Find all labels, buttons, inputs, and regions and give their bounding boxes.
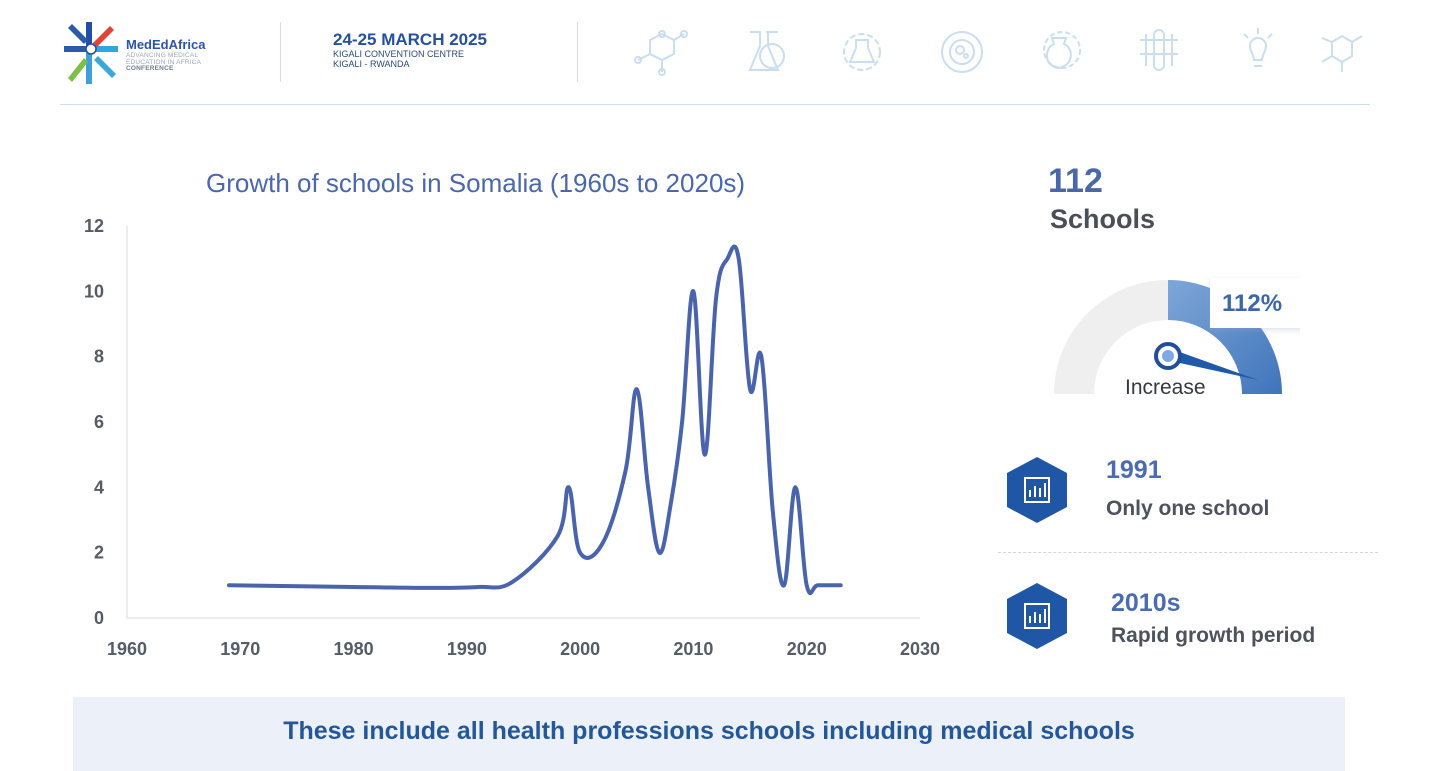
info-1-text: Only one school xyxy=(1106,497,1270,520)
y-tick-label: 6 xyxy=(94,412,104,432)
info-2-text: Rapid growth period xyxy=(1111,624,1316,647)
beaker-gear-icon xyxy=(1043,31,1081,70)
test-tubes-icon xyxy=(1140,29,1178,71)
gauge-caption: Increase xyxy=(1125,376,1206,399)
gauge-needle xyxy=(1166,350,1258,380)
info-1-badge xyxy=(1007,457,1067,523)
x-tick-label: 1960 xyxy=(107,639,147,659)
cell-icon xyxy=(941,31,983,73)
footer-text: These include all health professions sch… xyxy=(283,717,1135,745)
event-city: KIGALI - RWANDA xyxy=(333,59,410,69)
chart-title: Growth of schools in Somalia (1960s to 2… xyxy=(206,168,746,198)
logo-tag-line-1: ADVANCING MEDICAL xyxy=(126,52,199,59)
info-2-year: 2010s xyxy=(1111,589,1181,617)
header-separator xyxy=(577,22,578,82)
lightbulb-icon xyxy=(1243,28,1273,67)
school-count-label: Schools xyxy=(1050,204,1156,234)
info-1-year: 1991 xyxy=(1106,456,1162,484)
footer-banner: These include all health professions sch… xyxy=(73,697,1345,771)
mededafrica-logo-icon xyxy=(64,22,118,84)
y-tick-label: 0 xyxy=(94,608,104,628)
logo-tagline: ADVANCING MEDICAL EDUCATION IN AFRICA CO… xyxy=(126,52,246,73)
x-tick-label: 1970 xyxy=(220,639,260,659)
logo-name: MedEdAfrica xyxy=(126,37,206,52)
info-divider xyxy=(998,552,1378,553)
logo-tag-line-2: EDUCATION IN AFRICA xyxy=(126,58,202,66)
event-info: 24-25 MARCH 2025 KIGALI CONVENTION CENTR… xyxy=(333,30,488,70)
event-venue: KIGALI CONVENTION CENTRE xyxy=(333,49,465,59)
x-tick-label: 1980 xyxy=(334,639,374,659)
x-tick-label: 2030 xyxy=(900,639,940,659)
info-2-badge xyxy=(1007,583,1067,649)
bar-chart-icon xyxy=(1024,477,1050,503)
gauge-label-box xyxy=(1210,278,1300,328)
header: MedEdAfrica ADVANCING MEDICAL EDUCATION … xyxy=(0,0,1434,106)
header-separator xyxy=(280,22,281,82)
x-tick-label: 2000 xyxy=(560,639,600,659)
gear-flask-icon xyxy=(843,33,881,71)
x-tick-label: 1990 xyxy=(447,639,487,659)
y-tick-label: 12 xyxy=(84,216,104,236)
series-line xyxy=(227,244,843,596)
event-date: 24-25 MARCH 2025 xyxy=(333,30,488,49)
flask-icon xyxy=(748,31,785,71)
increase-gauge xyxy=(1054,278,1300,394)
header-rule xyxy=(60,104,1370,105)
x-tick-label: 2020 xyxy=(787,639,827,659)
school-count: 112 xyxy=(1048,162,1103,200)
x-tick-label: 2010 xyxy=(673,639,713,659)
y-tick-label: 10 xyxy=(84,281,104,301)
gauge-value: 112% xyxy=(1222,290,1283,317)
y-tick-label: 2 xyxy=(94,543,104,563)
y-tick-label: 4 xyxy=(94,477,104,497)
logo-tag-line-3: CONFERENCE xyxy=(126,65,174,72)
bar-chart-icon xyxy=(1024,603,1050,629)
gauge-fill xyxy=(1168,280,1282,394)
line-chart: 0 2 4 6 8 10 12 1960 1970 1980 1990 2000 2010 2020 20… xyxy=(84,216,940,659)
molecule-icon xyxy=(634,30,688,76)
y-tick-label: 8 xyxy=(94,347,104,367)
logo: MedEdAfrica ADVANCING MEDICAL EDUCATION … xyxy=(60,20,280,86)
hexagon-molecule-icon xyxy=(1321,34,1363,72)
